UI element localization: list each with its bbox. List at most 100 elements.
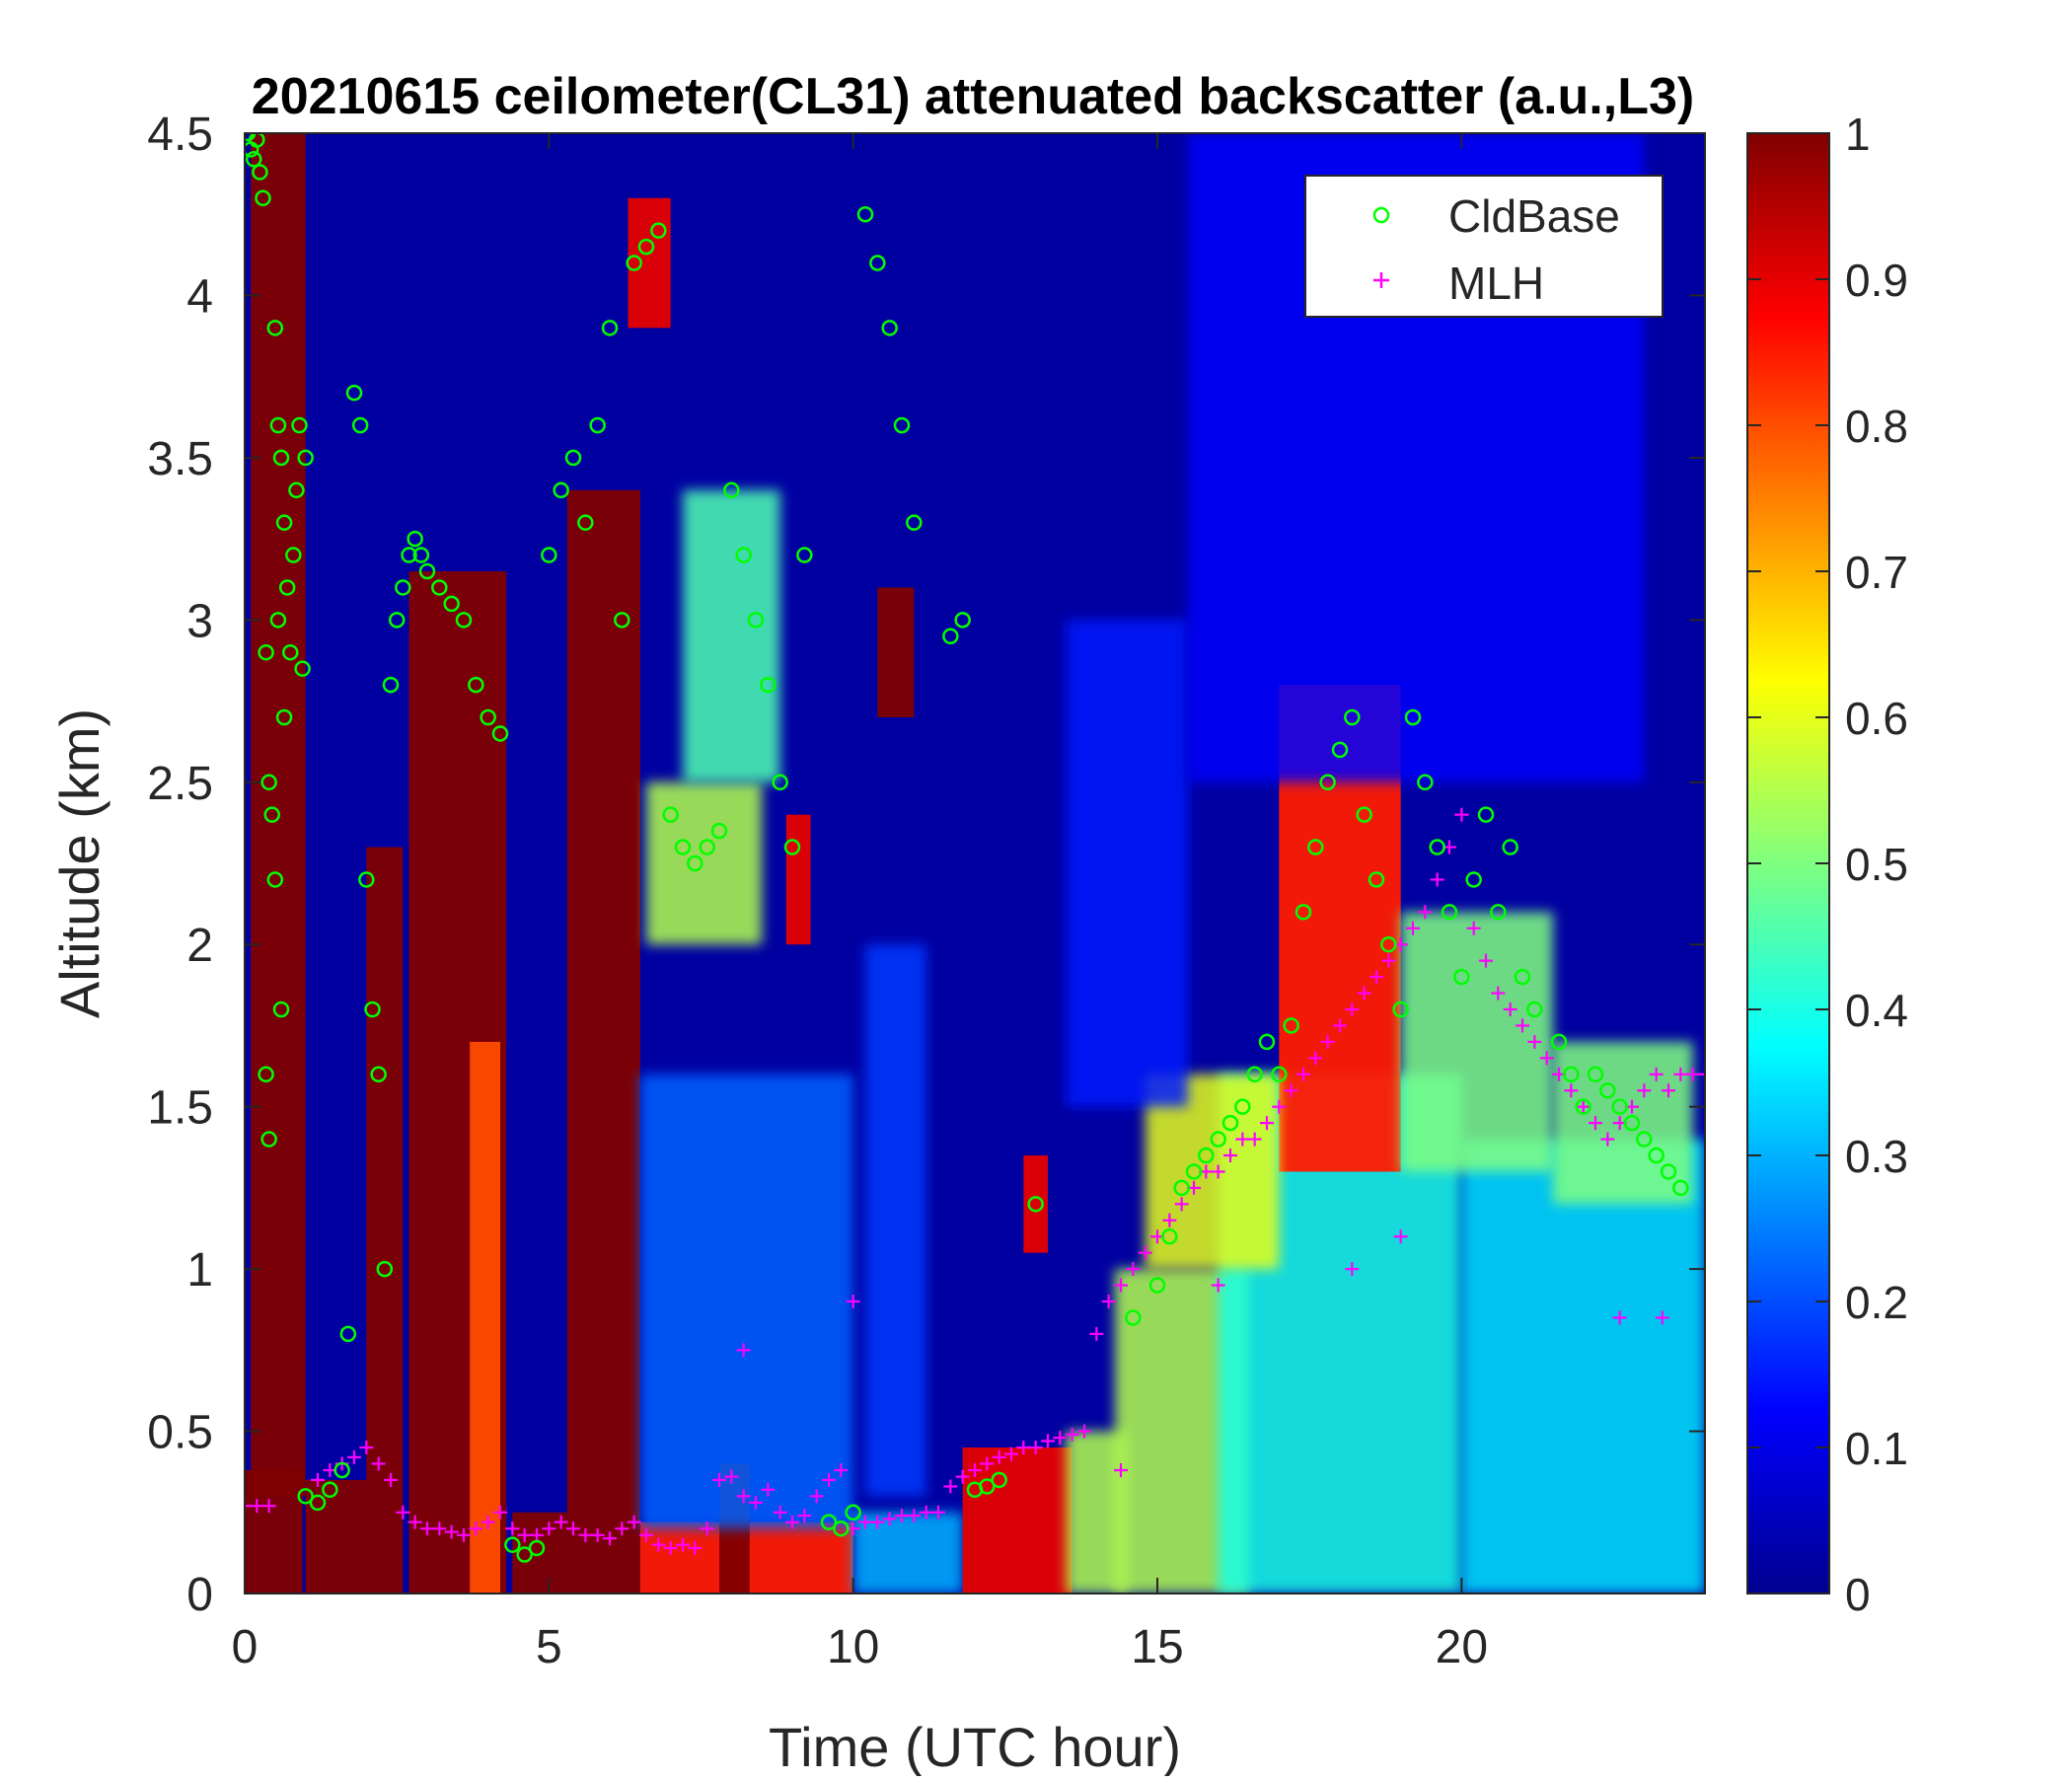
- cldbase-marker: [285, 547, 302, 563]
- mlh-marker: [1126, 1262, 1141, 1277]
- cldbase-marker: [382, 676, 400, 694]
- mlh-marker: [919, 1505, 933, 1520]
- x-tick-label: 10: [827, 1621, 879, 1673]
- y-tick-label: 3: [186, 595, 213, 647]
- mlh-marker: [736, 1489, 751, 1504]
- cldbase-marker: [1173, 1179, 1190, 1197]
- mlh-marker: [1260, 1116, 1274, 1131]
- heatmap-region: [628, 197, 671, 329]
- cldbase-marker: [1356, 806, 1372, 823]
- mlh-marker: [530, 1527, 544, 1542]
- mlh-marker: [444, 1524, 459, 1539]
- cldbase-marker: [1672, 1179, 1689, 1197]
- mlh-marker: [1430, 872, 1444, 887]
- cldbase-marker: [954, 612, 971, 629]
- mlh-marker: [809, 1489, 824, 1504]
- cldbase-marker: [1380, 935, 1397, 953]
- mlh-marker: [1223, 1149, 1237, 1162]
- cldbase-marker: [1307, 839, 1324, 855]
- mlh-marker: [1539, 1051, 1554, 1066]
- cldbase-marker: [942, 628, 959, 645]
- mlh-marker: [1235, 1132, 1250, 1147]
- mlh-marker: [761, 1482, 776, 1497]
- mlh-marker: [347, 1449, 361, 1464]
- mlh-marker: [1101, 1295, 1116, 1308]
- mlh-marker: [1333, 1018, 1347, 1033]
- mlh-marker: [1114, 1463, 1128, 1478]
- y-tick-label: 0.5: [147, 1407, 213, 1459]
- cldbase-marker: [269, 416, 287, 434]
- colorbar-tick-label: 0.5: [1845, 839, 1908, 890]
- cldbase-marker: [1283, 1017, 1299, 1034]
- mlh-marker: [882, 1512, 897, 1526]
- mlh-marker: [1174, 1197, 1189, 1212]
- legend-box: [1304, 175, 1664, 318]
- mlh-marker: [420, 1521, 434, 1536]
- cldbase-marker: [1161, 1227, 1178, 1245]
- heatmap-region: [305, 1479, 367, 1594]
- cldbase-marker: [699, 839, 715, 855]
- mlh-marker: [371, 1456, 386, 1471]
- colorbar-tick-label: 0.8: [1845, 401, 1908, 452]
- mlh-marker: [554, 1515, 568, 1529]
- cldbase-marker: [263, 806, 280, 823]
- cldbase-marker: [674, 839, 692, 855]
- mlh-marker: [1357, 986, 1371, 1001]
- cldbase-marker: [1417, 774, 1434, 791]
- mlh-marker: [505, 1521, 520, 1536]
- cldbase-marker: [455, 612, 473, 629]
- cldbase-marker: [351, 416, 369, 434]
- cldbase-marker: [1027, 1196, 1044, 1213]
- mlh-marker: [1698, 1067, 1705, 1081]
- cldbase-marker: [710, 822, 728, 840]
- y-tick-label: 1.5: [147, 1082, 213, 1135]
- mlh-marker: [396, 1505, 410, 1520]
- mlh-marker: [931, 1505, 945, 1520]
- mlh-marker: [943, 1479, 958, 1494]
- mlh-marker: [1272, 1099, 1287, 1114]
- cldbase-marker: [272, 449, 290, 467]
- cldbase-marker: [979, 1478, 996, 1495]
- mlh-marker: [1503, 1002, 1517, 1016]
- y-tick-label: 3.5: [147, 433, 213, 485]
- cldbase-marker: [1660, 1163, 1677, 1180]
- mlh-marker: [432, 1521, 447, 1536]
- mlh-marker: [834, 1463, 849, 1478]
- cldbase-marker: [614, 612, 630, 629]
- cldbase-marker: [528, 1539, 546, 1557]
- cldbase-marker: [626, 255, 642, 271]
- mlh-marker: [1612, 1310, 1627, 1325]
- mlh-marker: [1162, 1213, 1177, 1227]
- mlh-marker: [481, 1515, 495, 1529]
- mlh-marker: [1685, 1067, 1700, 1081]
- colorbar-tick-label: 0: [1845, 1569, 1871, 1620]
- cldbase-marker: [480, 708, 496, 726]
- cldbase-marker: [637, 238, 655, 256]
- mlh-marker: [1479, 953, 1493, 968]
- mlh-marker: [1041, 1434, 1055, 1448]
- heatmap-region: [646, 781, 763, 945]
- cldbase-marker: [991, 1471, 1007, 1489]
- mlh-marker: [603, 1531, 617, 1546]
- mlh-marker: [1247, 1132, 1262, 1147]
- mlh-marker: [1320, 1034, 1335, 1049]
- colorbar-tick-label: 0.9: [1845, 255, 1908, 306]
- cldbase-marker: [601, 320, 619, 336]
- mlh-marker: [1296, 1067, 1310, 1081]
- cldbase-marker: [796, 547, 813, 563]
- heatmap-region: [683, 489, 780, 782]
- mlh-marker: [590, 1527, 605, 1542]
- cldbase-marker: [845, 1504, 861, 1521]
- x-axis-label: Time (UTC hour): [769, 1716, 1181, 1776]
- legend-mlh-label: MLH: [1448, 258, 1544, 309]
- heatmap-region: [785, 814, 811, 945]
- cldbase-marker: [266, 320, 284, 336]
- mlh-marker: [822, 1472, 836, 1487]
- x-tick-label: 0: [232, 1621, 259, 1673]
- cldbase-marker: [407, 530, 423, 548]
- cldbase-marker: [1198, 1147, 1215, 1164]
- heatmap-region: [852, 1512, 963, 1594]
- cldbase-marker: [246, 151, 262, 168]
- mlh-marker: [651, 1537, 666, 1552]
